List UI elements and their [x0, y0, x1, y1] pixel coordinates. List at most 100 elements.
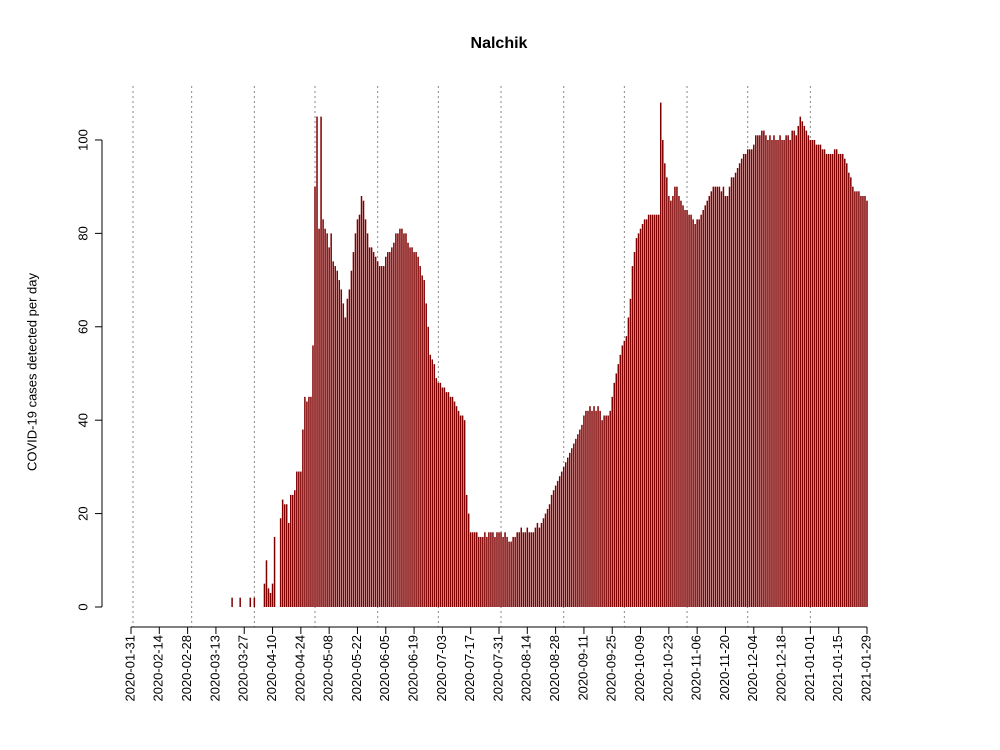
- bar: [492, 532, 494, 607]
- bar: [817, 144, 820, 607]
- bar: [655, 214, 658, 607]
- bar: [825, 153, 828, 608]
- x-tick-label: 2020-07-03: [434, 635, 449, 702]
- bar: [322, 219, 324, 607]
- bar: [372, 252, 375, 607]
- bar: [304, 396, 306, 607]
- y-tick-label: 80: [75, 226, 90, 240]
- bar: [362, 200, 365, 607]
- bar: [607, 415, 609, 607]
- bar: [625, 336, 628, 607]
- bar: [338, 280, 341, 607]
- bar: [617, 364, 620, 607]
- bar: [746, 149, 749, 607]
- bar: [542, 518, 545, 607]
- bar: [597, 406, 599, 607]
- bar: [706, 200, 709, 607]
- bar: [589, 406, 591, 607]
- x-tick-label: 2020-05-08: [321, 635, 336, 702]
- bar: [292, 494, 294, 607]
- bar: [306, 401, 308, 607]
- bar: [805, 130, 808, 607]
- bar: [530, 532, 533, 607]
- bar: [573, 443, 575, 607]
- bar: [435, 378, 438, 607]
- bar: [678, 196, 680, 608]
- bar: [348, 289, 351, 607]
- bar: [844, 158, 846, 607]
- bar: [419, 266, 421, 607]
- bar: [536, 522, 539, 607]
- bar: [728, 186, 731, 607]
- bar: [797, 125, 800, 608]
- bar: [674, 186, 676, 607]
- x-tick-label: 2020-09-25: [604, 635, 619, 702]
- bar: [611, 396, 613, 607]
- bar: [564, 462, 567, 607]
- bar: [346, 298, 349, 607]
- bar: [397, 233, 399, 608]
- bar: [813, 139, 816, 608]
- bar: [716, 186, 719, 607]
- bar: [722, 186, 725, 607]
- bar: [831, 153, 834, 608]
- bar: [455, 406, 458, 607]
- bar: [356, 219, 359, 607]
- bar: [478, 536, 480, 607]
- bar: [605, 415, 607, 607]
- x-tick-label: 2020-10-09: [632, 635, 647, 702]
- bar: [451, 396, 454, 607]
- bar: [471, 532, 474, 607]
- x-tick-label: 2021-01-29: [858, 635, 873, 702]
- bar: [613, 382, 616, 607]
- bar: [459, 415, 462, 607]
- bar: [332, 261, 334, 607]
- bar: [558, 476, 561, 607]
- bar: [285, 504, 288, 607]
- bar: [382, 266, 385, 607]
- bar: [742, 153, 745, 608]
- bar: [647, 214, 650, 607]
- bar: [627, 317, 630, 607]
- bar: [609, 410, 611, 607]
- bar: [429, 354, 432, 607]
- bar: [704, 205, 706, 607]
- bar: [263, 583, 266, 607]
- bar: [670, 200, 672, 607]
- bar: [724, 196, 727, 608]
- bar: [437, 382, 440, 607]
- bar: [425, 303, 427, 607]
- bar: [387, 252, 389, 607]
- bar: [431, 359, 434, 607]
- x-tick-label: 2021-01-01: [802, 635, 817, 702]
- bar: [544, 513, 547, 607]
- bar: [791, 130, 793, 607]
- bar: [283, 504, 286, 607]
- bar: [328, 247, 330, 608]
- bar: [389, 252, 391, 607]
- bar: [643, 219, 646, 607]
- bar: [550, 494, 553, 607]
- bar: [585, 410, 587, 607]
- bar: [579, 429, 581, 607]
- bar: [803, 125, 806, 608]
- y-tick-label: 20: [75, 506, 90, 520]
- bar: [443, 387, 446, 607]
- x-tick-label: 2020-03-27: [236, 635, 251, 702]
- bar: [666, 177, 668, 607]
- bar: [554, 485, 557, 607]
- bar: [698, 219, 700, 607]
- bar: [294, 490, 296, 607]
- bar: [281, 499, 284, 607]
- bar: [680, 200, 682, 607]
- bar: [759, 135, 761, 607]
- bar: [619, 354, 622, 607]
- bar: [827, 153, 830, 608]
- bar: [488, 532, 490, 607]
- x-tick-label: 2020-12-04: [745, 635, 760, 702]
- bar: [514, 536, 516, 607]
- y-axis-label: COVID-19 cases detected per day: [24, 273, 39, 471]
- bar: [571, 448, 573, 607]
- bar: [757, 135, 759, 607]
- bar: [566, 457, 569, 607]
